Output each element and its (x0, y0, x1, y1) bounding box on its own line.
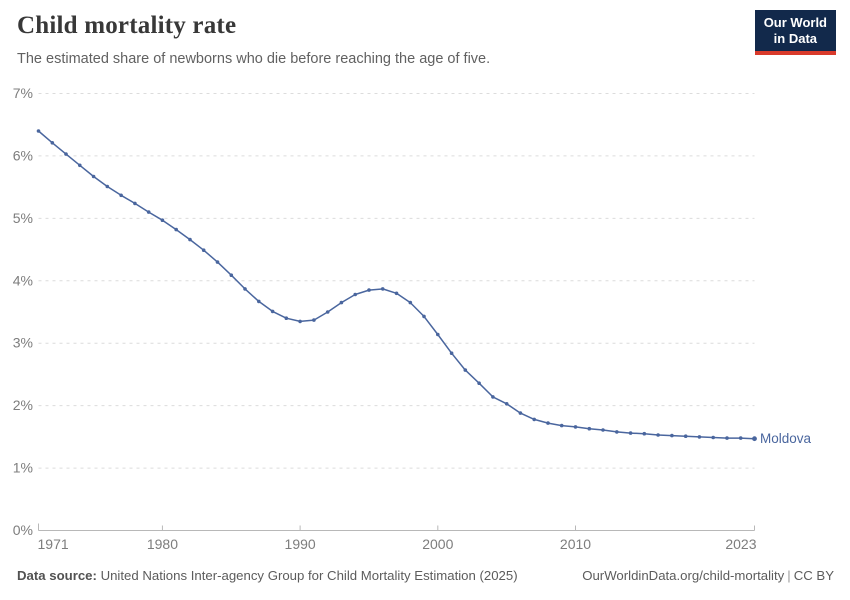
data-point[interactable] (656, 433, 660, 437)
y-tick-label: 0% (13, 522, 33, 538)
data-point[interactable] (105, 184, 110, 189)
x-tick-label: 2000 (422, 536, 453, 552)
data-point[interactable] (504, 402, 509, 406)
page-title: Child mortality rate (17, 12, 237, 39)
data-point[interactable] (133, 201, 137, 206)
data-point[interactable] (312, 318, 316, 322)
data-point[interactable] (408, 300, 413, 305)
series-label-moldova[interactable]: Moldova (760, 431, 812, 446)
data-point[interactable] (752, 436, 757, 442)
data-point[interactable] (697, 435, 702, 439)
moldova-series-line[interactable] (37, 130, 756, 440)
data-point[interactable] (188, 237, 192, 242)
data-point[interactable] (257, 299, 261, 304)
data-point[interactable] (146, 210, 151, 214)
owid-logo[interactable]: Our World in Data (754, 10, 836, 55)
data-point[interactable] (711, 435, 715, 440)
x-tick-label: 1980 (147, 536, 178, 552)
data-point[interactable] (325, 310, 330, 314)
data-point[interactable] (491, 395, 495, 399)
data-point[interactable] (738, 436, 743, 440)
data-point[interactable] (628, 431, 633, 435)
y-tick-label: 2% (13, 397, 33, 413)
data-point[interactable] (601, 428, 605, 432)
data-point[interactable] (284, 316, 289, 321)
data-point[interactable] (353, 292, 358, 297)
y-tick-label: 4% (13, 272, 33, 288)
data-point[interactable] (573, 425, 578, 429)
data-point[interactable] (298, 319, 302, 324)
footer-links: OurWorldinData.org/child-mortality | CC BY (582, 568, 834, 583)
data-point[interactable] (36, 129, 41, 133)
data-source-text: United Nations Inter-agency Group for Ch… (100, 568, 518, 583)
data-point[interactable] (559, 423, 564, 428)
data-point[interactable] (394, 291, 399, 296)
data-point[interactable] (532, 417, 536, 422)
chart-footer: Data source: United Nations Inter-agency… (17, 568, 834, 583)
x-tick-label: 1971 (38, 536, 69, 552)
data-source-label: Data source: (17, 568, 97, 583)
x-tick-label: 2010 (560, 536, 591, 552)
data-point[interactable] (270, 309, 275, 314)
y-tick-label: 3% (13, 335, 33, 351)
data-point[interactable] (339, 300, 344, 305)
data-point[interactable] (201, 248, 206, 252)
owid-logo-line2: in Data (773, 31, 818, 47)
data-point[interactable] (642, 431, 647, 436)
y-tick-label: 7% (13, 85, 33, 101)
data-point[interactable] (380, 287, 385, 291)
data-point[interactable] (587, 426, 592, 431)
data-point[interactable] (229, 273, 234, 278)
data-point[interactable] (50, 141, 55, 145)
data-point[interactable] (518, 411, 523, 415)
data-point[interactable] (367, 288, 371, 292)
data-point[interactable] (546, 421, 550, 425)
cc-by-link[interactable]: CC BY (793, 568, 834, 583)
data-point[interactable] (91, 174, 96, 179)
data-point[interactable] (683, 434, 688, 439)
y-tick-label: 6% (13, 147, 33, 163)
data-point[interactable] (64, 152, 68, 156)
x-tick-label: 1990 (285, 536, 316, 552)
chart-subtitle: The estimated share of newborns who die … (17, 51, 491, 67)
data-point[interactable] (119, 193, 123, 198)
owid-url-link[interactable]: OurWorldinData.org/child-mortality (582, 568, 785, 583)
data-point[interactable] (215, 260, 220, 264)
data-point[interactable] (670, 433, 674, 438)
data-point[interactable] (243, 287, 247, 291)
data-point[interactable] (615, 430, 619, 434)
data-point[interactable] (78, 163, 82, 168)
data-source-note: Data source: United Nations Inter-agency… (17, 568, 518, 583)
data-point[interactable] (160, 218, 165, 222)
owid-logo-line1: Our World (763, 15, 827, 30)
y-tick-label: 5% (13, 210, 33, 226)
data-point[interactable] (449, 351, 454, 356)
data-point[interactable] (477, 381, 481, 386)
y-tick-label: 1% (13, 460, 33, 476)
data-point[interactable] (463, 368, 468, 372)
x-tick-label: 2023 (725, 536, 756, 552)
data-point[interactable] (725, 436, 729, 440)
data-point[interactable] (436, 332, 440, 337)
data-point[interactable] (422, 314, 426, 319)
footer-separator: | (787, 568, 791, 583)
data-point[interactable] (174, 227, 178, 232)
